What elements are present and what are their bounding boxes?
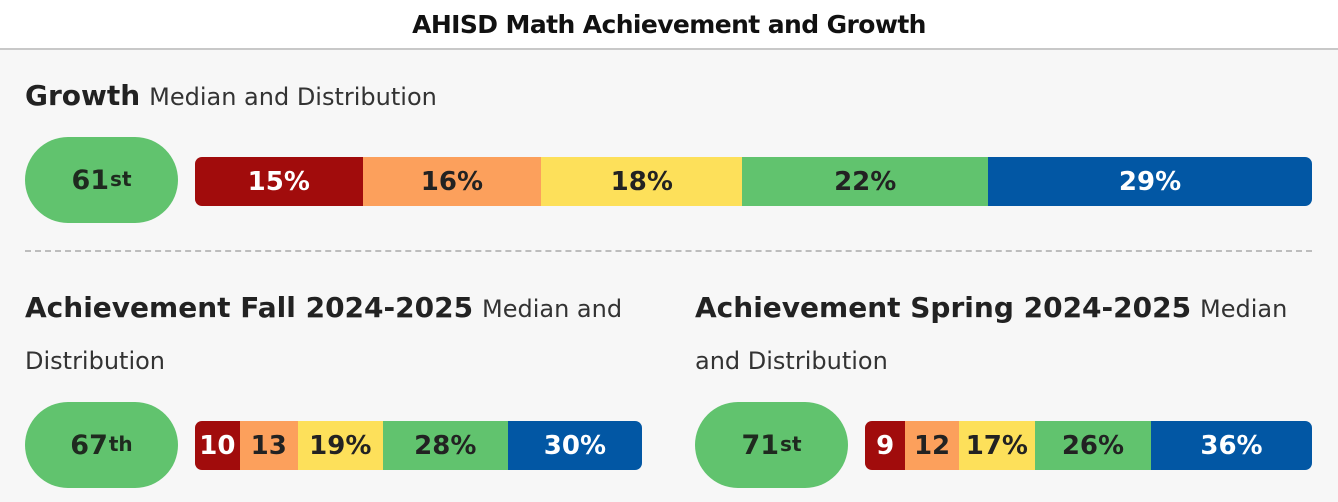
fall-median-suffix: th (108, 432, 133, 456)
fall-heading: Achievement Fall 2024-2025 Median and (25, 282, 622, 335)
growth-heading: Growth Median and Distribution (25, 70, 437, 123)
bar-segment: 18% (541, 157, 743, 206)
bar-segment-label: 22% (834, 166, 897, 197)
bar-segment: 9 (865, 421, 906, 470)
page-title: AHISD Math Achievement and Growth (412, 9, 926, 39)
bar-segment-label: 28% (414, 430, 477, 461)
bar-segment: 28% (382, 421, 508, 470)
spring-heading-sub-line2: and Distribution (695, 347, 888, 375)
spring-heading: Achievement Spring 2024-2025 Median (695, 282, 1287, 335)
bar-segment-label: 36% (1200, 430, 1263, 461)
bar-segment: 12 (905, 421, 959, 470)
bar-segment: 16% (362, 157, 542, 206)
bar-segment-label: 10 (199, 430, 236, 461)
bar-segment: 30% (507, 421, 642, 470)
bar-segment: 13 (239, 421, 298, 470)
bar-segment: 19% (297, 421, 383, 470)
bar-segment-label: 12 (913, 430, 951, 461)
growth-median-suffix: st (110, 167, 132, 191)
fall-heading-sub: Median and (481, 295, 623, 323)
bar-segment-label: 26% (1061, 430, 1125, 461)
fall-heading-main: Achievement Fall 2024-2025 (25, 291, 474, 324)
spring-median-suffix: st (780, 432, 802, 456)
fall-heading-line2: Distribution (25, 334, 165, 387)
bar-segment-label: 19% (309, 430, 372, 461)
bar-segment-label: 18% (610, 166, 673, 197)
bar-segment-label: 30% (543, 430, 607, 461)
bar-segment-label: 15% (247, 166, 310, 197)
bar-segment: 22% (742, 157, 989, 206)
fall-median-number: 67 (70, 429, 108, 461)
title-bar: AHISD Math Achievement and Growth (0, 0, 1338, 50)
bar-segment: 10 (195, 421, 240, 470)
section-divider (25, 250, 1312, 252)
bar-segment: 26% (1034, 421, 1152, 470)
bar-segment-label: 13 (250, 430, 287, 461)
bar-segment-label: 16% (420, 166, 484, 197)
spring-heading-line2: and Distribution (695, 334, 888, 387)
bar-segment: 17% (958, 421, 1035, 470)
growth-median-number: 61 (71, 164, 110, 196)
spring-distribution-bar: 9 12 17% 26% 36% (865, 421, 1312, 470)
spring-heading-sub: Median (1200, 295, 1288, 323)
growth-heading-sub: Median and Distribution (149, 83, 437, 111)
growth-distribution-bar: 15% 16% 18% 22% 29% (195, 157, 1312, 206)
fall-distribution-bar: 10 13 19% 28% 30% (195, 421, 642, 470)
spring-median-number: 71 (741, 429, 780, 461)
bar-segment-label: 29% (1118, 166, 1182, 197)
spring-heading-main: Achievement Spring 2024-2025 (695, 291, 1192, 324)
bar-segment: 36% (1151, 421, 1312, 470)
bar-segment: 15% (195, 157, 363, 206)
bar-segment: 29% (988, 157, 1312, 206)
bar-segment-label: 17% (965, 430, 1028, 461)
bar-segment-label: 9 (876, 430, 895, 461)
growth-heading-main: Growth (25, 79, 141, 112)
fall-heading-sub-line2: Distribution (25, 347, 166, 375)
